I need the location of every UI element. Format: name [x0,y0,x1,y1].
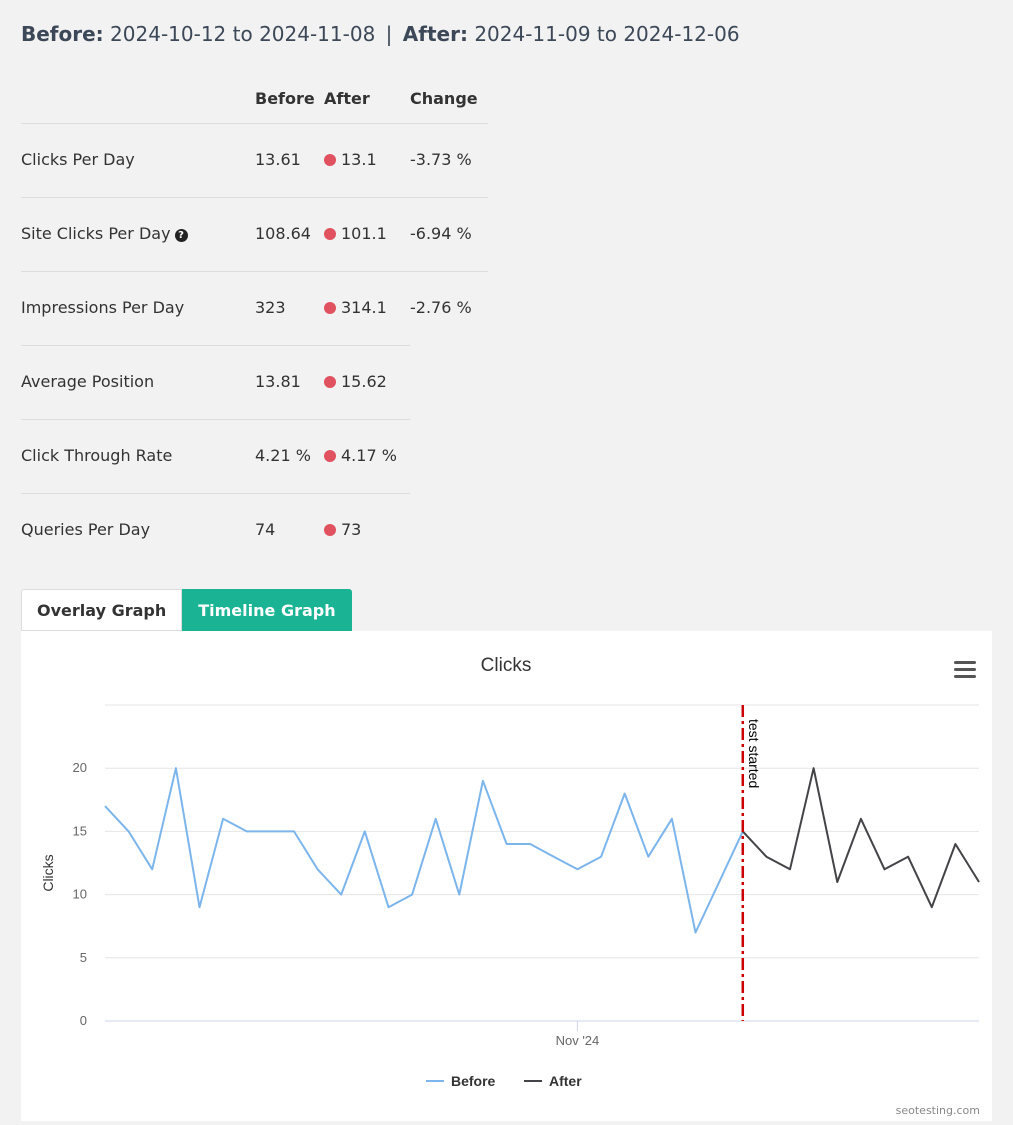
divider [21,123,488,124]
tab-overlay-graph[interactable]: Overlay Graph [21,589,183,631]
after-period-range: 2024-11-09 to 2024-12-06 [474,22,740,46]
status-dot-icon [324,154,336,166]
y-tick-label: 0 [80,1013,87,1028]
period-separator: | [385,22,393,46]
test-started-label: test started [746,719,762,788]
before-value: 74 [255,520,276,539]
change-value: -2.76 % [410,298,472,317]
before-value: 4.21 % [255,446,311,465]
question-circle-icon[interactable]: ? [174,229,188,242]
after-cell: 4.17 % [324,446,397,465]
after-header: After [324,89,370,108]
after-cell: 101.1 [324,224,387,243]
after-cell: 314.1 [324,298,387,317]
divider [21,419,410,420]
before-value: 13.81 [255,372,301,391]
metric-name: Clicks Per Day [21,150,135,169]
before-value: 13.61 [255,150,301,169]
series-line-after [742,767,980,909]
status-dot-icon [324,228,336,240]
y-tick-label: 15 [73,823,87,838]
divider [21,345,410,346]
after-value: 13.1 [341,150,377,169]
divider [21,271,488,272]
metric-name: Average Position [21,372,155,391]
after-value: 314.1 [341,298,387,317]
divider [21,197,488,198]
after-cell: 13.1 [324,150,377,169]
y-tick-label: 10 [73,887,87,902]
divider [21,493,410,494]
chart-svg: Clicks 0 5 10 15 20 Clicks Nov '24 test started B… [40,655,980,1089]
before-header: Before [255,89,315,108]
change-value: -3.73 % [410,150,472,169]
metric-name: Site Clicks Per Day [21,224,171,243]
chart-credit[interactable]: seotesting.com [895,1104,980,1117]
after-value: 15.62 [341,372,387,391]
before-period-label: Before: [21,22,104,46]
hamburger-menu-icon[interactable] [954,661,976,679]
status-dot-icon [324,524,336,536]
period-summary: Before: 2024-10-12 to 2024-11-08 | After… [21,22,740,46]
after-cell: 73 [324,520,361,539]
before-value: 108.64 [255,224,311,243]
chart-title: Clicks [481,655,532,676]
after-cell: 15.62 [324,372,387,391]
metric-name: Impressions Per Day [21,298,185,317]
series-line-before [104,767,744,934]
after-value: 101.1 [341,224,387,243]
y-tick-label: 20 [73,760,87,775]
graph-tabs: Overlay Graph Timeline Graph [21,589,352,631]
status-dot-icon [324,376,336,388]
before-value: 323 [255,298,286,317]
status-dot-icon [324,450,336,462]
change-header: Change [410,89,478,108]
legend-label-after: After [549,1073,582,1089]
change-value: -6.94 % [410,224,472,243]
status-dot-icon [324,302,336,314]
legend-label-before: Before [451,1073,496,1089]
y-tick-label: 5 [80,950,87,965]
x-tick-label: Nov '24 [556,1033,600,1048]
after-value: 73 [341,520,362,539]
metric-name: Click Through Rate [21,446,173,465]
metric-name: Queries Per Day [21,520,151,539]
after-period-label: After: [402,22,468,46]
metric-name-cell: Site Clicks Per Day? [21,224,188,243]
before-period-range: 2024-10-12 to 2024-11-08 [110,22,376,46]
clicks-chart: Clicks 0 5 10 15 20 Clicks Nov '24 test started B… [21,631,992,1121]
after-value: 4.17 % [341,446,397,465]
tab-timeline-graph[interactable]: Timeline Graph [182,589,352,631]
y-axis-title: Clicks [40,854,56,891]
